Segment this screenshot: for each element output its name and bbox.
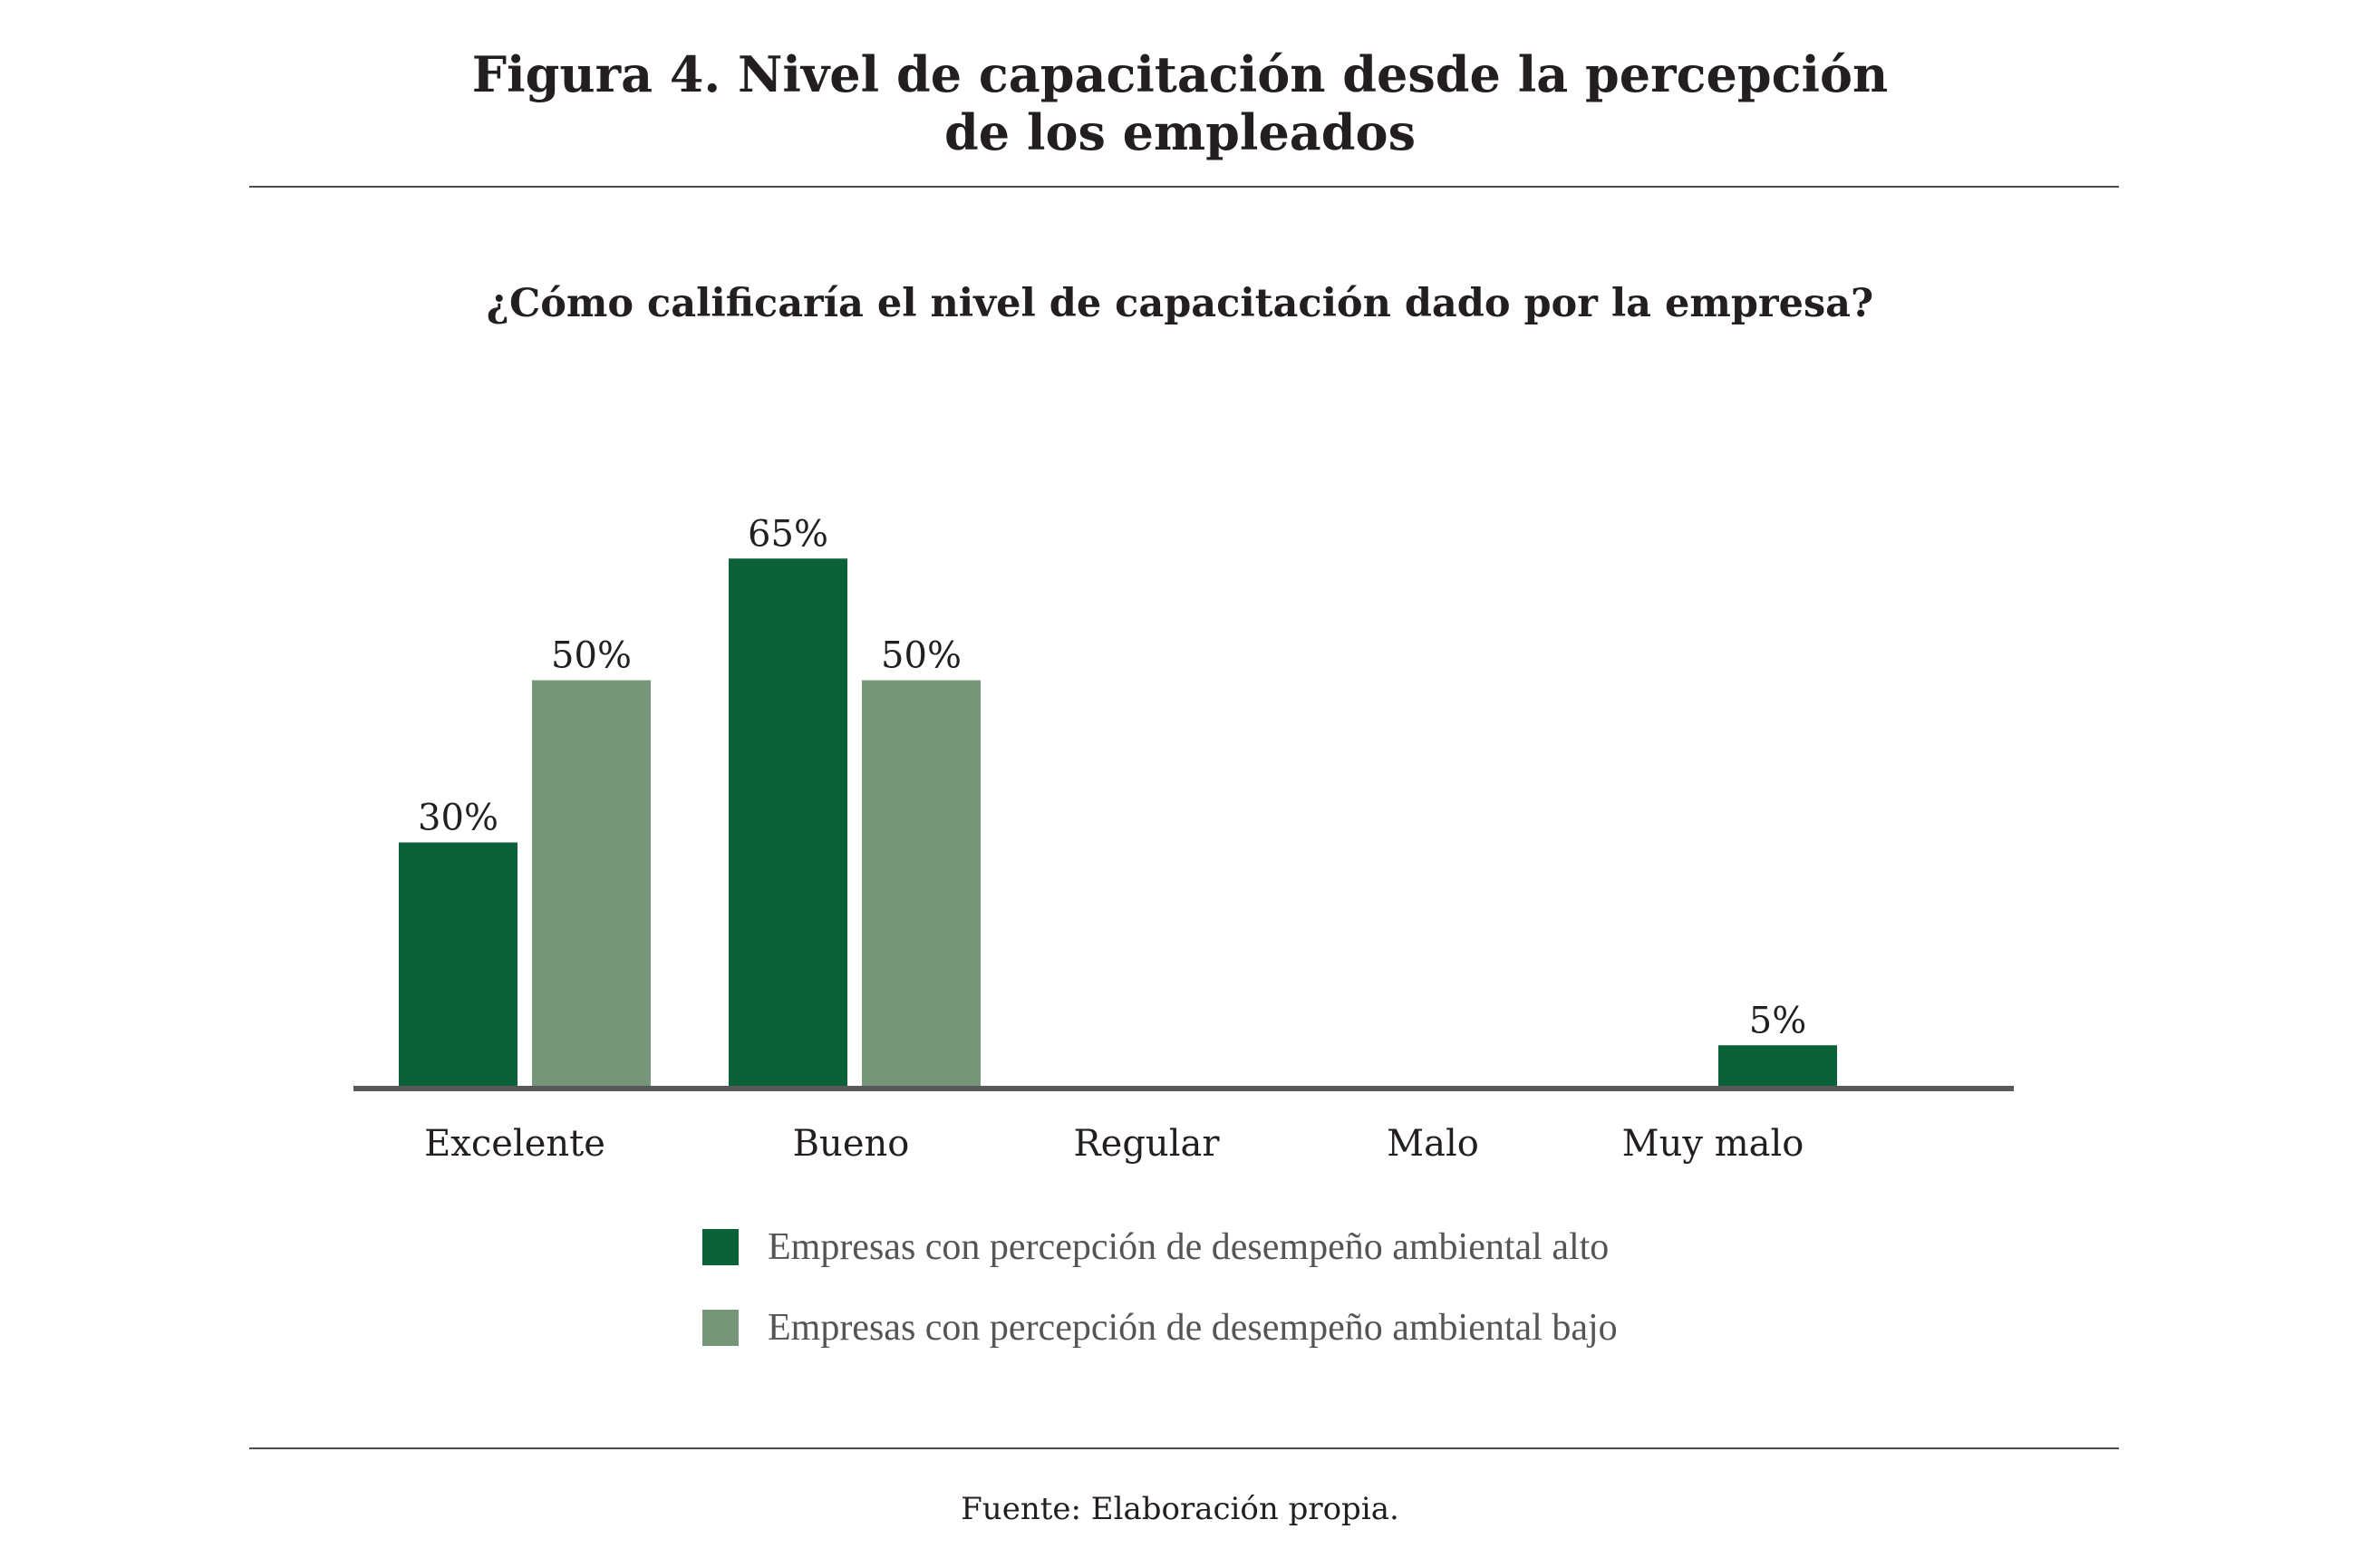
bar-excelente-series-2 — [532, 680, 651, 1086]
data-label-excelente-series-1: 30% — [418, 798, 498, 839]
figure-title-line-2: de los empleados — [944, 103, 1416, 161]
bottom-divider — [249, 1447, 2119, 1449]
bar-muy-malo-series-1 — [1718, 1045, 1837, 1086]
legend-label-series-1: Empresas con percepción de desempeño amb… — [768, 1226, 1610, 1268]
bar-bueno-series-1 — [729, 558, 847, 1086]
legend-label-series-2: Empresas con percepción de desempeño amb… — [768, 1307, 1618, 1349]
legend-swatch-series-1 — [702, 1229, 739, 1265]
data-label-bueno-series-2: 50% — [881, 635, 962, 677]
x-tick-label-bueno: Bueno — [793, 1123, 910, 1165]
data-label-bueno-series-1: 65% — [748, 513, 828, 555]
figure-title-line-1: Figura 4. Nivel de capacitación desde la… — [471, 45, 1889, 103]
chart-title: ¿Cómo calificaría el nivel de capacitaci… — [486, 281, 1874, 326]
data-label-excelente-series-2: 50% — [551, 635, 632, 677]
legend-item-series-2: Empresas con percepción de desempeño amb… — [702, 1306, 1618, 1350]
source-note: Fuente: Elaboración propia. — [961, 1491, 1399, 1527]
x-tick-label-regular: Regular — [1074, 1123, 1221, 1165]
data-label-muy-malo-series-1: 5% — [1749, 1000, 1806, 1041]
x-tick-label-excelente: Excelente — [424, 1123, 605, 1165]
bar-bueno-series-2 — [862, 680, 981, 1086]
top-divider — [249, 186, 2119, 188]
legend-item-series-1: Empresas con percepción de desempeño amb… — [702, 1225, 1609, 1269]
bar-excelente-series-1 — [399, 842, 517, 1086]
legend-swatch-series-2 — [702, 1310, 739, 1346]
x-tick-label-malo: Malo — [1387, 1123, 1479, 1165]
x-tick-label-muy-malo: Muy malo — [1622, 1123, 1804, 1165]
